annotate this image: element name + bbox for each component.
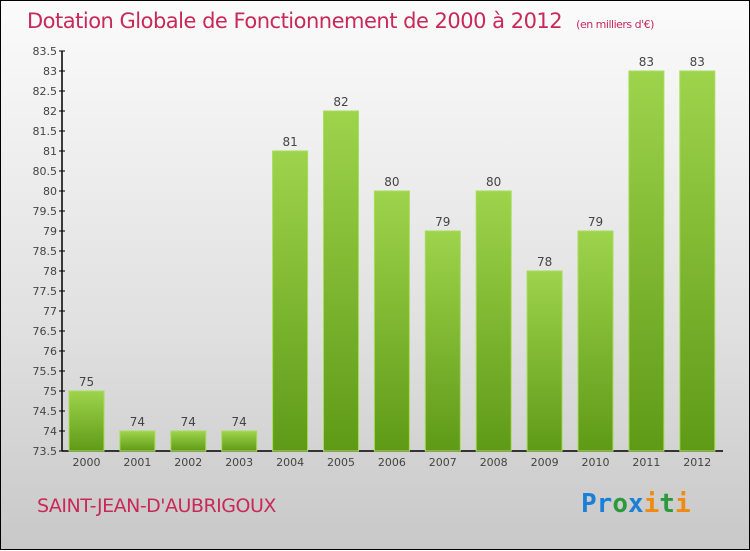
bar bbox=[323, 110, 359, 452]
bar bbox=[221, 430, 258, 452]
x-tick-label: 2011 bbox=[632, 456, 660, 469]
y-tick-label: 75.5 bbox=[33, 365, 58, 378]
x-tick-label: 2009 bbox=[531, 456, 559, 469]
y-tick-label: 79.5 bbox=[33, 205, 58, 218]
y-tick-label: 81 bbox=[43, 145, 57, 158]
commune-name: SAINT-JEAN-D'AUBRIGOUX bbox=[37, 495, 276, 517]
bar bbox=[679, 70, 716, 452]
x-tick-label: 2012 bbox=[683, 456, 711, 469]
y-tick-label: 77.5 bbox=[33, 285, 58, 298]
x-tick-label: 2002 bbox=[174, 456, 202, 469]
data-label: 83 bbox=[639, 55, 654, 69]
bar bbox=[424, 230, 461, 452]
x-tick-label: 2000 bbox=[73, 456, 101, 469]
bar bbox=[272, 150, 309, 452]
data-label: 79 bbox=[435, 215, 450, 229]
y-tick-label: 75 bbox=[43, 385, 57, 398]
y-tick-label: 80 bbox=[43, 185, 57, 198]
y-tick-label: 74.5 bbox=[33, 405, 58, 418]
y-tick-label: 81.5 bbox=[33, 125, 58, 138]
x-tick-label: 2005 bbox=[327, 456, 355, 469]
data-label: 74 bbox=[181, 415, 196, 429]
y-tick-label: 78 bbox=[43, 265, 57, 278]
y-tick-label: 76.5 bbox=[33, 325, 58, 338]
bar bbox=[577, 230, 614, 452]
y-tick-label: 78.5 bbox=[33, 245, 58, 258]
title-text: Dotation Globale de Fonctionnement de 20… bbox=[27, 9, 563, 33]
data-label: 83 bbox=[690, 55, 705, 69]
y-tick-label: 82 bbox=[43, 105, 57, 118]
bar bbox=[119, 430, 156, 452]
bar bbox=[68, 390, 105, 452]
x-tick-label: 2008 bbox=[480, 456, 508, 469]
bar bbox=[628, 70, 665, 452]
y-tick-label: 73.5 bbox=[33, 445, 58, 458]
x-tick-label: 2003 bbox=[225, 456, 253, 469]
data-label: 80 bbox=[384, 175, 399, 189]
x-tick-label: 2010 bbox=[582, 456, 610, 469]
x-tick-label: 2007 bbox=[429, 456, 457, 469]
data-label: 74 bbox=[232, 415, 247, 429]
data-label: 75 bbox=[79, 375, 94, 389]
data-label: 82 bbox=[333, 95, 348, 109]
y-tick-label: 80.5 bbox=[33, 165, 58, 178]
data-label: 78 bbox=[537, 255, 552, 269]
chart-subtitle: (en milliers d'€) bbox=[576, 18, 654, 31]
bar bbox=[170, 430, 207, 452]
y-tick-label: 79 bbox=[43, 225, 57, 238]
y-tick-label: 82.5 bbox=[33, 85, 58, 98]
data-label: 79 bbox=[588, 215, 603, 229]
proxiti-logo[interactable]: Proxiti bbox=[581, 489, 691, 519]
bar bbox=[475, 190, 512, 452]
x-tick-label: 2004 bbox=[276, 456, 304, 469]
y-tick-label: 74 bbox=[43, 425, 57, 438]
x-tick-label: 2006 bbox=[378, 456, 406, 469]
y-tick-label: 83.5 bbox=[33, 45, 58, 58]
data-label: 81 bbox=[282, 135, 297, 149]
data-label: 74 bbox=[130, 415, 145, 429]
y-tick-label: 77 bbox=[43, 305, 57, 318]
data-label: 80 bbox=[486, 175, 501, 189]
y-tick-label: 76 bbox=[43, 345, 57, 358]
y-tick-label: 83 bbox=[43, 65, 57, 78]
bar bbox=[373, 190, 410, 452]
x-tick-label: 2001 bbox=[123, 456, 151, 469]
chart-title: Dotation Globale de Fonctionnement de 20… bbox=[27, 9, 654, 33]
bar bbox=[526, 270, 563, 452]
